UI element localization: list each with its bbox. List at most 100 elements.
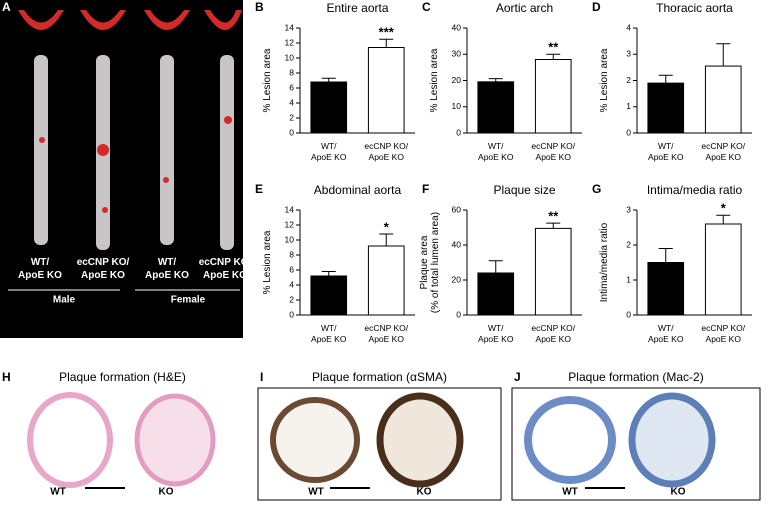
x-tick-label: ecCNP KO/ApoE KO — [701, 323, 745, 344]
bar — [647, 262, 685, 316]
y-tick-label: 6 — [289, 82, 294, 92]
y-tick-label: 0 — [626, 309, 631, 319]
sample-label: WT/ApoE KO — [145, 257, 189, 281]
y-tick-label: 10 — [452, 101, 462, 111]
y-tick-label: 20 — [452, 75, 462, 85]
bar — [704, 65, 742, 134]
chart-title: Aortic arch — [496, 1, 553, 15]
panel-label: I — [260, 370, 263, 384]
significance: *** — [379, 25, 395, 40]
bar — [477, 272, 515, 316]
y-tick-label: 8 — [289, 67, 294, 77]
x-tick-label: WT/ApoE KO — [478, 141, 514, 162]
image-label: WT — [308, 487, 324, 498]
y-tick-label: 2 — [289, 112, 294, 122]
y-tick-label: 0 — [289, 127, 294, 137]
y-tick-label: 14 — [285, 22, 295, 32]
bar — [367, 47, 405, 134]
sample-label: ecCNP KO/ApoE KO — [199, 257, 252, 281]
y-axis-label: % Lesion area — [262, 48, 273, 112]
sample-label: ecCNP KO/ApoE KO — [77, 257, 130, 281]
bar — [704, 223, 742, 316]
y-tick-label: 0 — [289, 309, 294, 319]
x-tick-label: WT/ApoE KO — [311, 323, 347, 344]
panel-title: Plaque formation (H&E) — [59, 370, 186, 384]
x-tick-label: ecCNP KO/ApoE KO — [531, 141, 575, 162]
panel-label: H — [2, 370, 11, 384]
group-label: Female — [171, 295, 206, 306]
group-label: Male — [53, 295, 76, 306]
y-tick-label: 3 — [626, 49, 631, 59]
y-tick-label: 20 — [452, 274, 462, 284]
panel-title: Plaque formation (Mac-2) — [568, 370, 703, 384]
sample-label: WT/ApoE KO — [18, 257, 62, 281]
image-label: KO — [671, 487, 686, 498]
y-tick-label: 4 — [289, 97, 294, 107]
panel-label: D — [592, 0, 601, 14]
bar — [477, 81, 515, 134]
y-tick-label: 12 — [285, 37, 295, 47]
y-axis-label: % Lesion area — [429, 48, 440, 112]
y-axis-label: % Lesion area — [262, 230, 273, 294]
y-tick-label: 2 — [626, 75, 631, 85]
panel-label: F — [422, 182, 429, 196]
x-tick-label: WT/ApoE KO — [478, 323, 514, 344]
bar — [310, 81, 348, 134]
y-tick-label: 6 — [289, 264, 294, 274]
y-tick-label: 1 — [626, 274, 631, 284]
chart-title: Plaque size — [493, 183, 555, 197]
x-tick-label: ecCNP KO/ApoE KO — [364, 141, 408, 162]
y-tick-label: 30 — [452, 49, 462, 59]
chart-title: Entire aorta — [326, 1, 388, 15]
panel-label: A — [2, 0, 11, 14]
y-tick-label: 3 — [626, 204, 631, 214]
image-label: KO — [417, 487, 432, 498]
y-tick-label: 4 — [289, 279, 294, 289]
image-label: WT — [50, 487, 66, 498]
x-tick-label: ecCNP KO/ApoE KO — [364, 323, 408, 344]
y-tick-label: 2 — [289, 294, 294, 304]
image-label: KO — [159, 487, 174, 498]
chart-title: Abdominal aorta — [314, 183, 402, 197]
y-tick-label: 60 — [452, 204, 462, 214]
y-tick-label: 8 — [289, 249, 294, 259]
y-tick-label: 40 — [452, 239, 462, 249]
bar — [647, 82, 685, 134]
y-tick-label: 1 — [626, 101, 631, 111]
y-tick-label: 0 — [456, 127, 461, 137]
chart-title: Thoracic aorta — [656, 1, 733, 15]
bar — [534, 59, 572, 134]
panel-label: C — [422, 0, 431, 14]
y-tick-label: 0 — [456, 309, 461, 319]
bar — [367, 245, 405, 316]
panel-label: G — [592, 182, 601, 196]
significance: * — [721, 201, 727, 216]
y-tick-label: 4 — [626, 22, 631, 32]
significance: * — [384, 219, 390, 234]
chart-title: Intima/media ratio — [647, 183, 743, 197]
y-tick-label: 10 — [285, 234, 295, 244]
y-tick-label: 10 — [285, 52, 295, 62]
x-tick-label: WT/ApoE KO — [311, 141, 347, 162]
panel-label: E — [255, 182, 263, 196]
y-axis-label: Intima/media ratio — [599, 222, 610, 302]
y-tick-label: 0 — [626, 127, 631, 137]
significance: ** — [548, 209, 559, 224]
significance: ** — [548, 40, 559, 55]
panel-label: B — [255, 0, 264, 14]
x-tick-label: ecCNP KO/ApoE KO — [701, 141, 745, 162]
histology-images — [27, 387, 761, 501]
y-axis-label: % Lesion area — [599, 48, 610, 112]
y-tick-label: 40 — [452, 22, 462, 32]
aorta-photos — [18, 10, 242, 250]
x-tick-label: WT/ApoE KO — [648, 323, 684, 344]
y-axis-label: Plaque area(% of total lumen area) — [419, 212, 441, 313]
bar — [534, 227, 572, 316]
x-tick-label: ecCNP KO/ApoE KO — [531, 323, 575, 344]
panel-title: Plaque formation (αSMA) — [312, 370, 447, 384]
y-tick-label: 14 — [285, 204, 295, 214]
bar — [310, 275, 348, 316]
x-tick-label: WT/ApoE KO — [648, 141, 684, 162]
y-tick-label: 12 — [285, 219, 295, 229]
